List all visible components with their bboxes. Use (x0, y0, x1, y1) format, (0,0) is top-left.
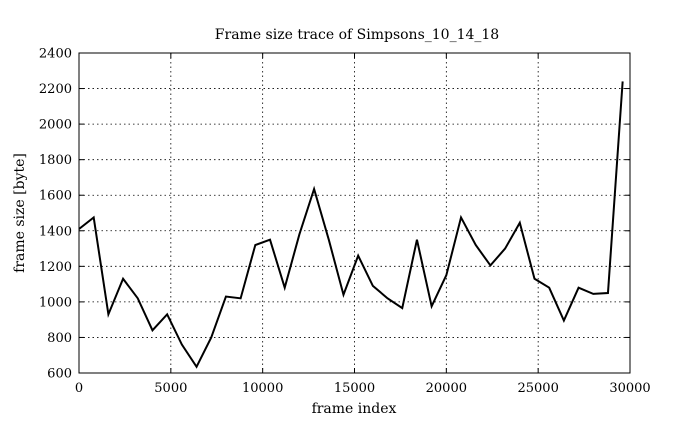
y-tick-label: 2000 (39, 118, 72, 133)
y-tick-label: 2400 (39, 47, 72, 62)
x-tick-label: 15000 (334, 381, 375, 396)
y-tick-label: 1800 (39, 153, 72, 168)
x-tick-label: 5000 (154, 381, 187, 396)
x-tick-label: 0 (75, 381, 83, 396)
x-tick-label: 10000 (242, 381, 283, 396)
x-axis-label: frame index (312, 401, 397, 417)
y-tick-label: 1000 (39, 295, 72, 310)
y-tick-label: 800 (47, 331, 72, 346)
x-tick-label: 20000 (426, 381, 467, 396)
x-tick-labels: 0 5000 10000 15000 20000 25000 30000 (75, 381, 651, 396)
series-line (78, 81, 624, 369)
chart-title: Frame size trace of Simpsons_10_14_18 (215, 27, 499, 43)
grid (79, 53, 630, 373)
axis-ticks (78, 52, 631, 374)
y-tick-label: 1400 (39, 224, 72, 239)
y-tick-label: 2200 (39, 82, 72, 97)
plot-frame (78, 52, 631, 374)
x-tick-label: 30000 (609, 381, 650, 396)
y-tick-labels: 600 800 1000 1200 1400 1600 1800 2000 2200 2400 (39, 47, 72, 382)
y-tick-label: 1200 (39, 260, 72, 275)
y-tick-label: 600 (47, 367, 72, 382)
x-tick-label: 25000 (517, 381, 558, 396)
y-tick-label: 1600 (39, 189, 72, 204)
y-axis-label: frame size [byte] (12, 153, 28, 273)
